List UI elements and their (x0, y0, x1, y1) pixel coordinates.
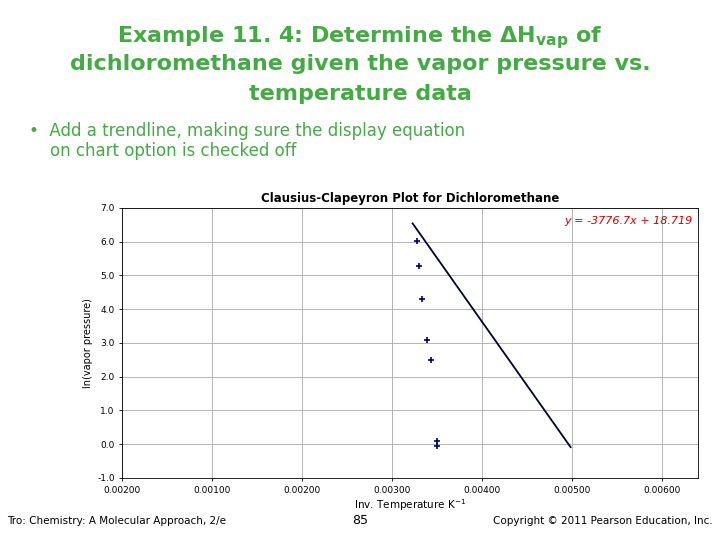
Text: •  Add a trendline, making sure the display equation
    on chart option is chec: • Add a trendline, making sure the displ… (29, 122, 465, 160)
X-axis label: Inv. Temperature K$^{-1}$: Inv. Temperature K$^{-1}$ (354, 497, 467, 513)
Y-axis label: ln(vapor pressure): ln(vapor pressure) (83, 298, 93, 388)
Text: temperature data: temperature data (248, 84, 472, 104)
Text: Tro: Chemistry: A Molecular Approach, 2/e: Tro: Chemistry: A Molecular Approach, 2/… (7, 516, 226, 526)
Text: Copyright © 2011 Pearson Education, Inc.: Copyright © 2011 Pearson Education, Inc. (493, 516, 713, 526)
Text: y = -3776.7x + 18.719: y = -3776.7x + 18.719 (564, 216, 693, 226)
Text: 85: 85 (352, 514, 368, 526)
Text: Example 11. 4: Determine the $\mathbf{\Delta H_{vap}}$ of: Example 11. 4: Determine the $\mathbf{\D… (117, 24, 603, 51)
Text: dichloromethane given the vapor pressure vs.: dichloromethane given the vapor pressure… (70, 54, 650, 74)
Title: Clausius-Clapeyron Plot for Dichloromethane: Clausius-Clapeyron Plot for Dichlorometh… (261, 192, 559, 205)
